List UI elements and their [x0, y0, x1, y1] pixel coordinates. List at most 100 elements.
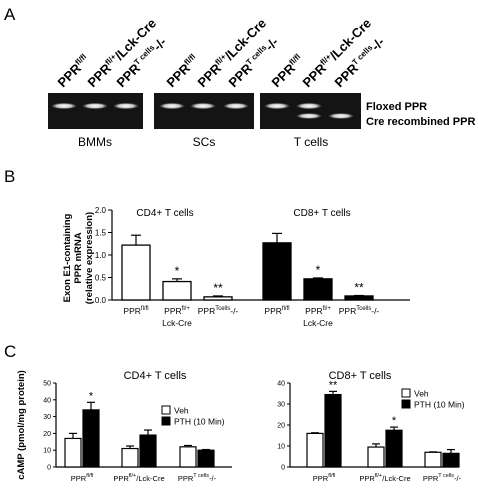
gel-band-floxed	[223, 102, 249, 110]
y-tick-label: 20	[277, 423, 285, 430]
group-title: CD4+ T cells	[136, 208, 193, 219]
panel-label-b: B	[4, 167, 15, 186]
legend-label: Veh	[174, 406, 189, 416]
y-tick-label: 10	[277, 444, 285, 451]
y-tick-label: 1.5	[95, 229, 107, 238]
chart-c-cd4: 0 10 20 30 40 50 CD4+ T cells cAMP (pmol/mg pro…	[16, 370, 232, 483]
y-tick-label: 0	[47, 465, 51, 472]
legend-swatch	[161, 416, 171, 426]
gel-band-recombined	[296, 113, 322, 119]
legend-swatch	[401, 399, 411, 409]
x-tick-label: Lck-Cre	[303, 318, 333, 328]
x-tick-label: PPRfl/+	[164, 306, 190, 316]
x-tick-label: PPRfl/fl	[313, 473, 335, 483]
gel-lane-label: PPRfl/fl	[269, 52, 307, 90]
gel-bands	[51, 102, 354, 119]
legend-swatch	[161, 405, 171, 415]
legend-label: PTH (10 Min)	[174, 417, 225, 427]
legend-swatch	[401, 388, 411, 398]
chart-title: CD8+ T cells	[329, 370, 392, 382]
bar	[442, 452, 460, 468]
y-axis-label: PPR mRNA	[73, 232, 84, 283]
y-tick-label: 40	[277, 381, 285, 388]
x-tick-label: PPRfl/+/Lck-Cre	[113, 473, 164, 483]
bar	[367, 446, 385, 468]
band-label-recombined: Cre recombined PPR	[366, 116, 475, 128]
group-title: CD8+ T cells	[293, 208, 350, 219]
gel-block-scs	[154, 93, 254, 129]
y-tick-label: 30	[43, 414, 51, 421]
x-tick-label: PPRTcells-/-	[339, 306, 380, 316]
panel-label-c: C	[4, 342, 16, 361]
y-tick-label: 40	[43, 397, 51, 404]
bar	[162, 280, 192, 301]
gel-band-floxed	[82, 102, 108, 110]
bar	[324, 393, 342, 468]
y-tick-label: 0	[281, 465, 285, 472]
y-axis-label: (relative expression)	[84, 212, 95, 304]
gel-band-recombined	[328, 113, 354, 119]
chart-c-cd8: 0 10 20 30 40 CD8+ T cells** PPRfl/fl * PPRfl/+/…	[277, 370, 465, 483]
significance-marker: *	[89, 390, 94, 402]
significance-marker: **	[329, 379, 338, 391]
gel-band-floxed	[51, 102, 77, 110]
bar	[344, 295, 374, 301]
significance-marker: *	[175, 264, 180, 278]
gel-lane-label: PPRfl/fl	[55, 52, 93, 90]
panel-label-a: A	[4, 5, 16, 24]
bar	[82, 409, 100, 468]
gel-band-floxed	[190, 102, 216, 110]
significance-marker: *	[316, 263, 321, 277]
x-tick-label: PPRfl/fl	[71, 473, 93, 483]
bar	[139, 434, 157, 468]
bar	[203, 296, 233, 301]
y-tick-label: 0.0	[95, 296, 107, 305]
x-tick-label: PPRT cells-/-	[423, 473, 462, 483]
y-axis-label: cAMP (pmol/mg protein)	[16, 370, 27, 480]
bar	[64, 437, 82, 468]
significance-marker: **	[213, 281, 223, 295]
x-tick-label: PPRTcells-/-	[198, 306, 239, 316]
x-tick-label: PPRfl/fl	[123, 306, 148, 316]
x-tick-label: PPRfl/+	[305, 306, 331, 316]
x-tick-label: Lck-Cre	[162, 318, 192, 328]
bar	[197, 449, 215, 468]
y-tick-label: 1.0	[95, 251, 107, 260]
gel-image	[48, 93, 361, 129]
bar	[424, 451, 442, 468]
y-tick-label: 30	[277, 402, 285, 409]
significance-marker: **	[354, 281, 364, 295]
gel-band-floxed	[264, 102, 290, 110]
gel-block-bmms	[48, 93, 143, 129]
y-tick-label: 10	[43, 448, 51, 455]
gel-group-bmms: BMMs	[78, 135, 112, 149]
significance-marker: *	[392, 415, 397, 427]
chart-title: CD4+ T cells	[124, 370, 187, 382]
bar	[262, 242, 292, 301]
bar	[303, 278, 333, 301]
gel-lane-label: PPRfl/fl	[164, 52, 202, 90]
legend-label: Veh	[414, 389, 429, 399]
gel-group-tcells: T cells	[294, 135, 328, 149]
gel-band-floxed	[159, 102, 185, 110]
gel-group-scs: SCs	[193, 135, 216, 149]
y-tick-label: 2.0	[95, 206, 107, 215]
bar	[121, 447, 139, 468]
chart-b: 0.0 0.5 1.0 1.5 2.0 Exon E1-containing PPR mRN…	[62, 206, 410, 328]
bar	[179, 446, 197, 468]
band-label-floxed: Floxed PPR	[366, 101, 427, 113]
x-tick-label: PPRfl/fl	[264, 306, 289, 316]
y-tick-label: 0.5	[95, 274, 107, 283]
bar	[385, 429, 403, 468]
bar	[121, 244, 151, 301]
gel-block-tcells	[260, 93, 361, 129]
gel-band-floxed	[296, 102, 322, 110]
gel-band-floxed	[113, 102, 139, 110]
y-tick-label: 20	[43, 431, 51, 438]
bar	[306, 432, 324, 468]
x-tick-label: PPRT cells-/-	[178, 473, 217, 483]
y-axis-label: Exon E1-containing	[62, 213, 73, 302]
